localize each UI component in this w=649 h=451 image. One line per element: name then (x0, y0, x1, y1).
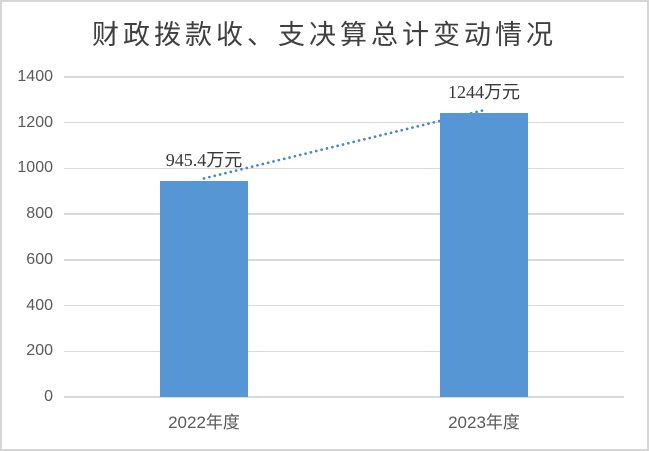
y-axis-tick-label: 0 (44, 388, 53, 405)
y-axis-tick-label: 800 (26, 205, 53, 223)
gridline (64, 304, 624, 307)
bar-2023年度 (440, 112, 528, 397)
y-axis-tick-label: 1000 (17, 159, 53, 177)
gridline (64, 121, 624, 124)
gridline (64, 350, 624, 353)
data-label: 945.4万元 (165, 149, 243, 170)
x-axis-label: 2022年度 (168, 413, 240, 432)
gridline (64, 167, 624, 170)
gridline (64, 259, 624, 261)
chart-title: 财政拨款收、支决算总计变动情况 (92, 20, 557, 50)
data-label: 1244万元 (448, 81, 520, 102)
gridline (64, 76, 624, 78)
gridline (64, 396, 624, 398)
bar-2022年度 (160, 180, 248, 397)
y-axis-tick-label: 600 (26, 250, 53, 268)
x-axis-label: 2023年度 (448, 413, 520, 432)
y-axis-tick-label: 1400 (17, 68, 53, 85)
y-axis-tick-label: 400 (26, 296, 53, 314)
y-axis-tick-label: 200 (26, 342, 53, 360)
trendline (202, 108, 486, 180)
y-axis-tick-label: 1200 (17, 113, 53, 131)
gridline (64, 213, 624, 215)
